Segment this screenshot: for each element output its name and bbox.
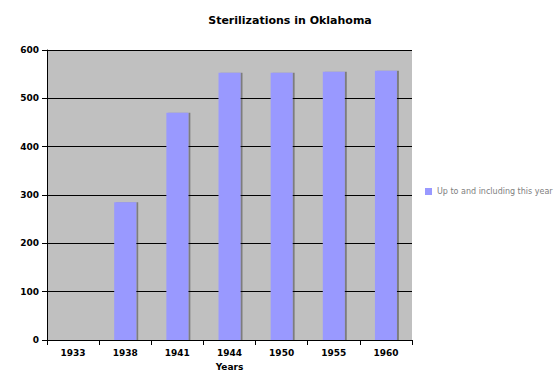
svg-text:1950: 1950 (269, 348, 294, 358)
svg-text:400: 400 (20, 142, 39, 152)
svg-text:Sterilizations in Oklahoma: Sterilizations in Oklahoma (208, 14, 372, 27)
svg-text:0: 0 (33, 335, 39, 345)
svg-text:1941: 1941 (165, 348, 190, 358)
svg-text:1960: 1960 (373, 348, 398, 358)
svg-text:Years: Years (215, 362, 244, 372)
svg-text:1938: 1938 (113, 348, 138, 358)
svg-text:Up to and including this year: Up to and including this year (437, 187, 553, 196)
svg-text:1933: 1933 (61, 348, 86, 358)
svg-text:200: 200 (20, 238, 39, 248)
svg-text:600: 600 (20, 45, 39, 55)
svg-text:1955: 1955 (321, 348, 346, 358)
svg-text:500: 500 (20, 93, 39, 103)
svg-text:100: 100 (20, 287, 39, 297)
svg-text:300: 300 (20, 190, 39, 200)
svg-text:1944: 1944 (217, 348, 242, 358)
